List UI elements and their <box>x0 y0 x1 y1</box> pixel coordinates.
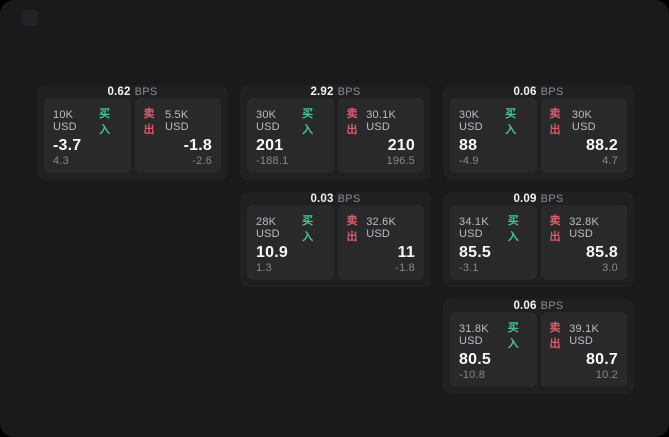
sell-value: 88.2 <box>586 137 618 154</box>
bps-unit-label: BPS <box>337 85 361 98</box>
bps-unit-label: BPS <box>540 85 564 98</box>
buy-value: 201 <box>256 137 284 154</box>
buy-delta: -4.9 <box>459 155 479 167</box>
bps-value: 0.06 <box>513 85 537 98</box>
buy-panel[interactable]: 30K USD 买入 88 -4.9 <box>450 98 537 173</box>
buy-delta: 1.3 <box>256 262 272 274</box>
buy-panel[interactable]: 10K USD 买入 -3.7 4.3 <box>44 98 131 173</box>
sell-amount: 32.6K USD <box>366 216 396 240</box>
cards-grid: 0.62 BPS 10K USD 买入 -3.7 4.3 卖出 5.5K USD… <box>37 85 634 394</box>
bps-value: 0.09 <box>513 192 537 205</box>
sell-value: 80.7 <box>586 351 618 368</box>
sell-panel[interactable]: 卖出 30K USD 88.2 4.7 <box>540 98 627 173</box>
bps-unit-label: BPS <box>540 192 564 205</box>
sell-delta: 196.5 <box>386 155 415 167</box>
quote-panels: 31.8K USD 买入 80.5 -10.8 卖出 39.1K USD 80.… <box>450 312 627 387</box>
buy-value: 88 <box>459 137 478 154</box>
buy-label: 买入 <box>302 108 314 136</box>
bps-value: 2.92 <box>310 85 334 98</box>
sell-label: 卖出 <box>346 215 358 243</box>
sell-panel[interactable]: 卖出 32.8K USD 85.8 3.0 <box>540 205 627 280</box>
app-icon[interactable] <box>22 10 38 26</box>
buy-amount: 28K USD <box>256 216 280 240</box>
quote-panels: 30K USD 买入 88 -4.9 卖出 30K USD 88.2 4.7 <box>450 98 627 173</box>
sell-value: 11 <box>397 244 415 261</box>
card-header: 2.92 BPS <box>247 85 424 98</box>
quote-panels: 30K USD 买入 201 -188.1 卖出 30.1K USD 210 1… <box>247 98 424 173</box>
bps-value: 0.62 <box>107 85 131 98</box>
card-header: 0.06 BPS <box>450 85 627 98</box>
sell-delta: 3.0 <box>602 262 618 274</box>
buy-value: 10.9 <box>256 244 288 261</box>
quote-panels: 34.1K USD 买入 85.5 -3.1 卖出 32.8K USD 85.8… <box>450 205 627 280</box>
sell-panel[interactable]: 卖出 32.6K USD 11 -1.8 <box>337 205 424 280</box>
sell-label: 卖出 <box>549 215 561 243</box>
sell-amount: 5.5K USD <box>164 109 189 133</box>
buy-amount: 34.1K USD <box>459 216 489 240</box>
sell-amount: 32.8K USD <box>569 216 599 240</box>
buy-label: 买入 <box>507 215 520 243</box>
buy-label: 买入 <box>99 108 111 136</box>
sell-label: 卖出 <box>346 108 358 136</box>
sell-delta: -1.8 <box>395 262 415 274</box>
quote-card: 0.09 BPS 34.1K USD 买入 85.5 -3.1 卖出 32.8K… <box>443 192 634 287</box>
buy-panel[interactable]: 28K USD 买入 10.9 1.3 <box>247 205 334 280</box>
sell-panel[interactable]: 卖出 5.5K USD -1.8 -2.6 <box>134 98 221 173</box>
sell-panel[interactable]: 卖出 30.1K USD 210 196.5 <box>337 98 424 173</box>
sell-value: 85.8 <box>586 244 618 261</box>
quote-card: 0.03 BPS 28K USD 买入 10.9 1.3 卖出 32.6K US… <box>240 192 431 287</box>
buy-panel[interactable]: 34.1K USD 买入 85.5 -3.1 <box>450 205 537 280</box>
bps-value: 0.03 <box>310 192 334 205</box>
buy-panel[interactable]: 30K USD 买入 201 -188.1 <box>247 98 334 173</box>
sell-delta: 4.7 <box>602 155 618 167</box>
bps-unit-label: BPS <box>540 299 564 312</box>
buy-amount: 30K USD <box>459 109 483 133</box>
buy-label: 买入 <box>507 322 520 350</box>
buy-label: 买入 <box>302 215 314 243</box>
sell-amount: 30K USD <box>571 109 596 133</box>
sell-value: -1.8 <box>183 137 212 154</box>
buy-panel[interactable]: 31.8K USD 买入 80.5 -10.8 <box>450 312 537 387</box>
sell-value: 210 <box>387 137 415 154</box>
sell-panel[interactable]: 卖出 39.1K USD 80.7 10.2 <box>540 312 627 387</box>
buy-delta: -188.1 <box>256 155 289 167</box>
quote-panels: 28K USD 买入 10.9 1.3 卖出 32.6K USD 11 -1.8 <box>247 205 424 280</box>
bps-value: 0.06 <box>513 299 537 312</box>
buy-value: 85.5 <box>459 244 491 261</box>
buy-amount: 31.8K USD <box>459 323 489 347</box>
quote-panels: 10K USD 买入 -3.7 4.3 卖出 5.5K USD -1.8 -2.… <box>44 98 221 173</box>
card-header: 0.09 BPS <box>450 192 627 205</box>
sell-delta: 10.2 <box>595 369 618 381</box>
card-header: 0.62 BPS <box>44 85 221 98</box>
card-header: 0.06 BPS <box>450 299 627 312</box>
sell-amount: 30.1K USD <box>366 109 396 133</box>
buy-value: 80.5 <box>459 351 491 368</box>
buy-delta: -3.1 <box>459 262 479 274</box>
quote-card: 0.06 BPS 31.8K USD 买入 80.5 -10.8 卖出 39.1… <box>443 299 634 394</box>
sell-label: 卖出 <box>549 108 561 136</box>
card-header: 0.03 BPS <box>247 192 424 205</box>
buy-delta: 4.3 <box>53 155 69 167</box>
buy-value: -3.7 <box>53 137 82 154</box>
sell-label: 卖出 <box>143 108 155 136</box>
buy-amount: 10K USD <box>53 109 77 133</box>
buy-delta: -10.8 <box>459 369 486 381</box>
bps-unit-label: BPS <box>337 192 361 205</box>
quote-card: 0.62 BPS 10K USD 买入 -3.7 4.3 卖出 5.5K USD… <box>37 85 228 180</box>
sell-delta: -2.6 <box>192 155 212 167</box>
quote-card: 0.06 BPS 30K USD 买入 88 -4.9 卖出 30K USD 8… <box>443 85 634 180</box>
quote-card: 2.92 BPS 30K USD 买入 201 -188.1 卖出 30.1K … <box>240 85 431 180</box>
bps-unit-label: BPS <box>134 85 158 98</box>
sell-amount: 39.1K USD <box>569 323 599 347</box>
buy-amount: 30K USD <box>256 109 280 133</box>
buy-label: 买入 <box>505 108 517 136</box>
sell-label: 卖出 <box>549 322 561 350</box>
